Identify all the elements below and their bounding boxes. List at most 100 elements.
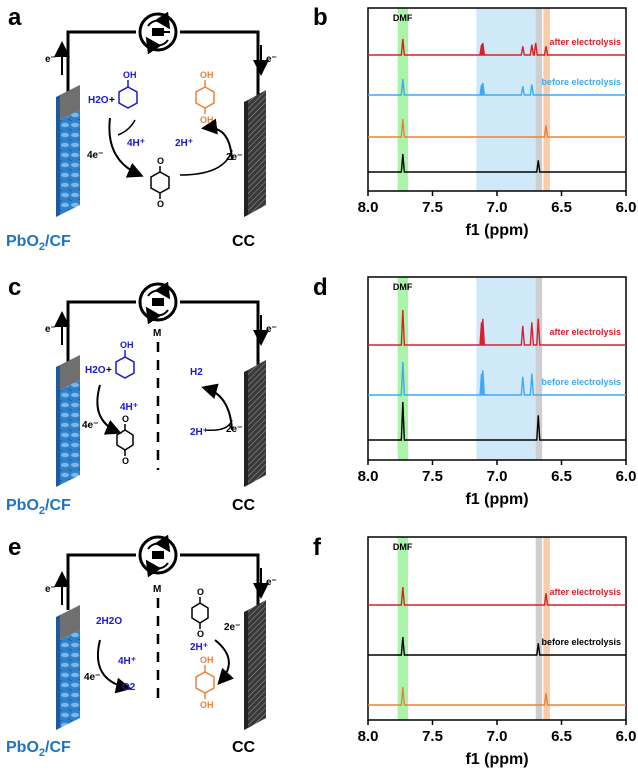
highlight-band xyxy=(543,537,550,720)
circuit-wire-c xyxy=(66,300,260,368)
right-electron-count: 2e⁻ xyxy=(224,622,240,633)
x-tick-label: 7.5 xyxy=(422,468,443,485)
x-tick-label: 8.0 xyxy=(358,468,379,485)
reduction-arrow-icon xyxy=(214,639,234,685)
electron-label: e⁻ xyxy=(45,54,56,65)
plus-label: + xyxy=(109,95,115,106)
svg-text:OH: OH xyxy=(200,115,214,125)
right-proton-count: 2H⁺ xyxy=(190,427,208,438)
oxygen-label: O2 xyxy=(122,682,136,693)
left-electron-count: 4e⁻ xyxy=(82,420,98,431)
highlight-band xyxy=(476,277,536,460)
highlight-band xyxy=(535,8,543,191)
water-label: 2H2O xyxy=(96,616,122,627)
hydrogen-label: H2 xyxy=(190,367,203,378)
x-axis-title: f1 (ppm) xyxy=(465,751,528,768)
spectrum-line xyxy=(368,401,626,441)
x-tick-label: 7.0 xyxy=(487,199,508,216)
x-tick-label: 6.5 xyxy=(551,728,572,745)
spectrum-line xyxy=(368,686,626,706)
scheme-a: a e⁻ e⁻ H2O + OH xyxy=(6,4,277,253)
phenol-structure: OH xyxy=(118,70,138,109)
svg-text:O: O xyxy=(157,199,164,209)
left-proton-count: 4H⁺ xyxy=(127,138,145,149)
left-proton-count: 4H⁺ xyxy=(118,656,136,667)
right-proton-count: 2H⁺ xyxy=(175,138,193,149)
water-label: H2O xyxy=(88,95,109,106)
x-tick-label: 6.0 xyxy=(616,199,637,216)
highlight-band xyxy=(535,277,543,460)
phenol-structure: OH xyxy=(115,340,135,379)
x-axis-title: f1 (ppm) xyxy=(465,222,528,239)
spectrum-line xyxy=(368,309,626,346)
anode-electrode xyxy=(56,85,80,217)
x-tick-label: 6.5 xyxy=(551,468,572,485)
anode-label: PbO2/CF xyxy=(6,739,71,759)
series-label: before electrolysis xyxy=(541,377,621,387)
reduction-branch-icon xyxy=(179,149,233,176)
oxidation-arrow-icon xyxy=(108,117,144,178)
panel-label-b: b xyxy=(313,4,328,31)
hydroquinone-structure: OH OH xyxy=(195,70,215,125)
x-tick-label: 7.5 xyxy=(422,199,443,216)
right-proton-count: 2H⁺ xyxy=(190,642,208,653)
svg-text:O: O xyxy=(122,414,129,424)
electron-label: e⁻ xyxy=(266,54,277,65)
benzoquinone-structure: O O xyxy=(150,156,170,209)
panel-label-f: f xyxy=(313,534,322,561)
cathode-label: CC xyxy=(232,233,256,250)
cathode-electrode xyxy=(244,600,266,730)
circuit-wire-a xyxy=(66,30,260,98)
svg-text:OH: OH xyxy=(200,700,214,710)
oxidation-arrow-icon xyxy=(96,384,122,435)
spectrum-line xyxy=(368,586,626,606)
oxidation-arrow-icon xyxy=(96,639,132,694)
cathode-electrode xyxy=(244,90,266,217)
membrane-label: M xyxy=(153,584,161,595)
left-electron-count: 4e⁻ xyxy=(84,672,100,683)
spectrum-line xyxy=(368,636,626,656)
scheme-c: c M e⁻ e⁻ H2O + OH 4e⁻ 4 xyxy=(6,274,277,517)
x-tick-label: 8.0 xyxy=(358,728,379,745)
dmf-label: DMF xyxy=(393,282,413,292)
reduction-branch-icon xyxy=(204,419,233,432)
spectrum-line xyxy=(368,118,626,138)
anode-electrode xyxy=(56,605,80,730)
svg-text:O: O xyxy=(197,587,204,597)
spectrum-line xyxy=(368,361,626,396)
x-tick-label: 6.0 xyxy=(616,728,637,745)
benzoquinone-structure: O O xyxy=(191,587,209,639)
x-tick-label: 7.0 xyxy=(487,468,508,485)
highlight-band xyxy=(543,8,550,191)
svg-text:O: O xyxy=(197,629,204,639)
svg-text:OH: OH xyxy=(200,70,214,80)
spectrum-line xyxy=(368,38,626,56)
plus-label: + xyxy=(106,365,112,376)
x-tick-label: 6.0 xyxy=(616,468,637,485)
series-label: after electrolysis xyxy=(549,327,621,337)
cathode-label: CC xyxy=(232,739,256,756)
left-proton-count: 4H⁺ xyxy=(120,402,138,413)
reduction-arrow-icon xyxy=(201,118,233,161)
electron-label: e⁻ xyxy=(266,577,277,588)
dmf-label: DMF xyxy=(393,542,413,552)
hydroquinone-structure: OH OH xyxy=(195,655,215,710)
highlight-band xyxy=(397,8,408,191)
right-electron-count: 2e⁻ xyxy=(226,424,242,435)
highlight-band xyxy=(476,8,536,191)
cathode-electrode xyxy=(244,360,266,487)
panel-label-d: d xyxy=(313,274,328,301)
series-label: before electrolysis xyxy=(541,637,621,647)
svg-text:OH: OH xyxy=(200,655,214,665)
nmr-panel-f: f DMF after electrolysis before electrolys… xyxy=(313,534,636,768)
benzoquinone-structure: O O xyxy=(116,414,134,466)
series-label: after electrolysis xyxy=(549,587,621,597)
panel-label-e: e xyxy=(8,534,21,561)
power-source-icon xyxy=(138,11,178,55)
svg-text:OH: OH xyxy=(123,70,137,80)
spectrum-line xyxy=(368,78,626,96)
highlight-band xyxy=(397,537,408,720)
series-label: before electrolysis xyxy=(541,77,621,87)
anode-label: PbO2/CF xyxy=(6,497,71,517)
